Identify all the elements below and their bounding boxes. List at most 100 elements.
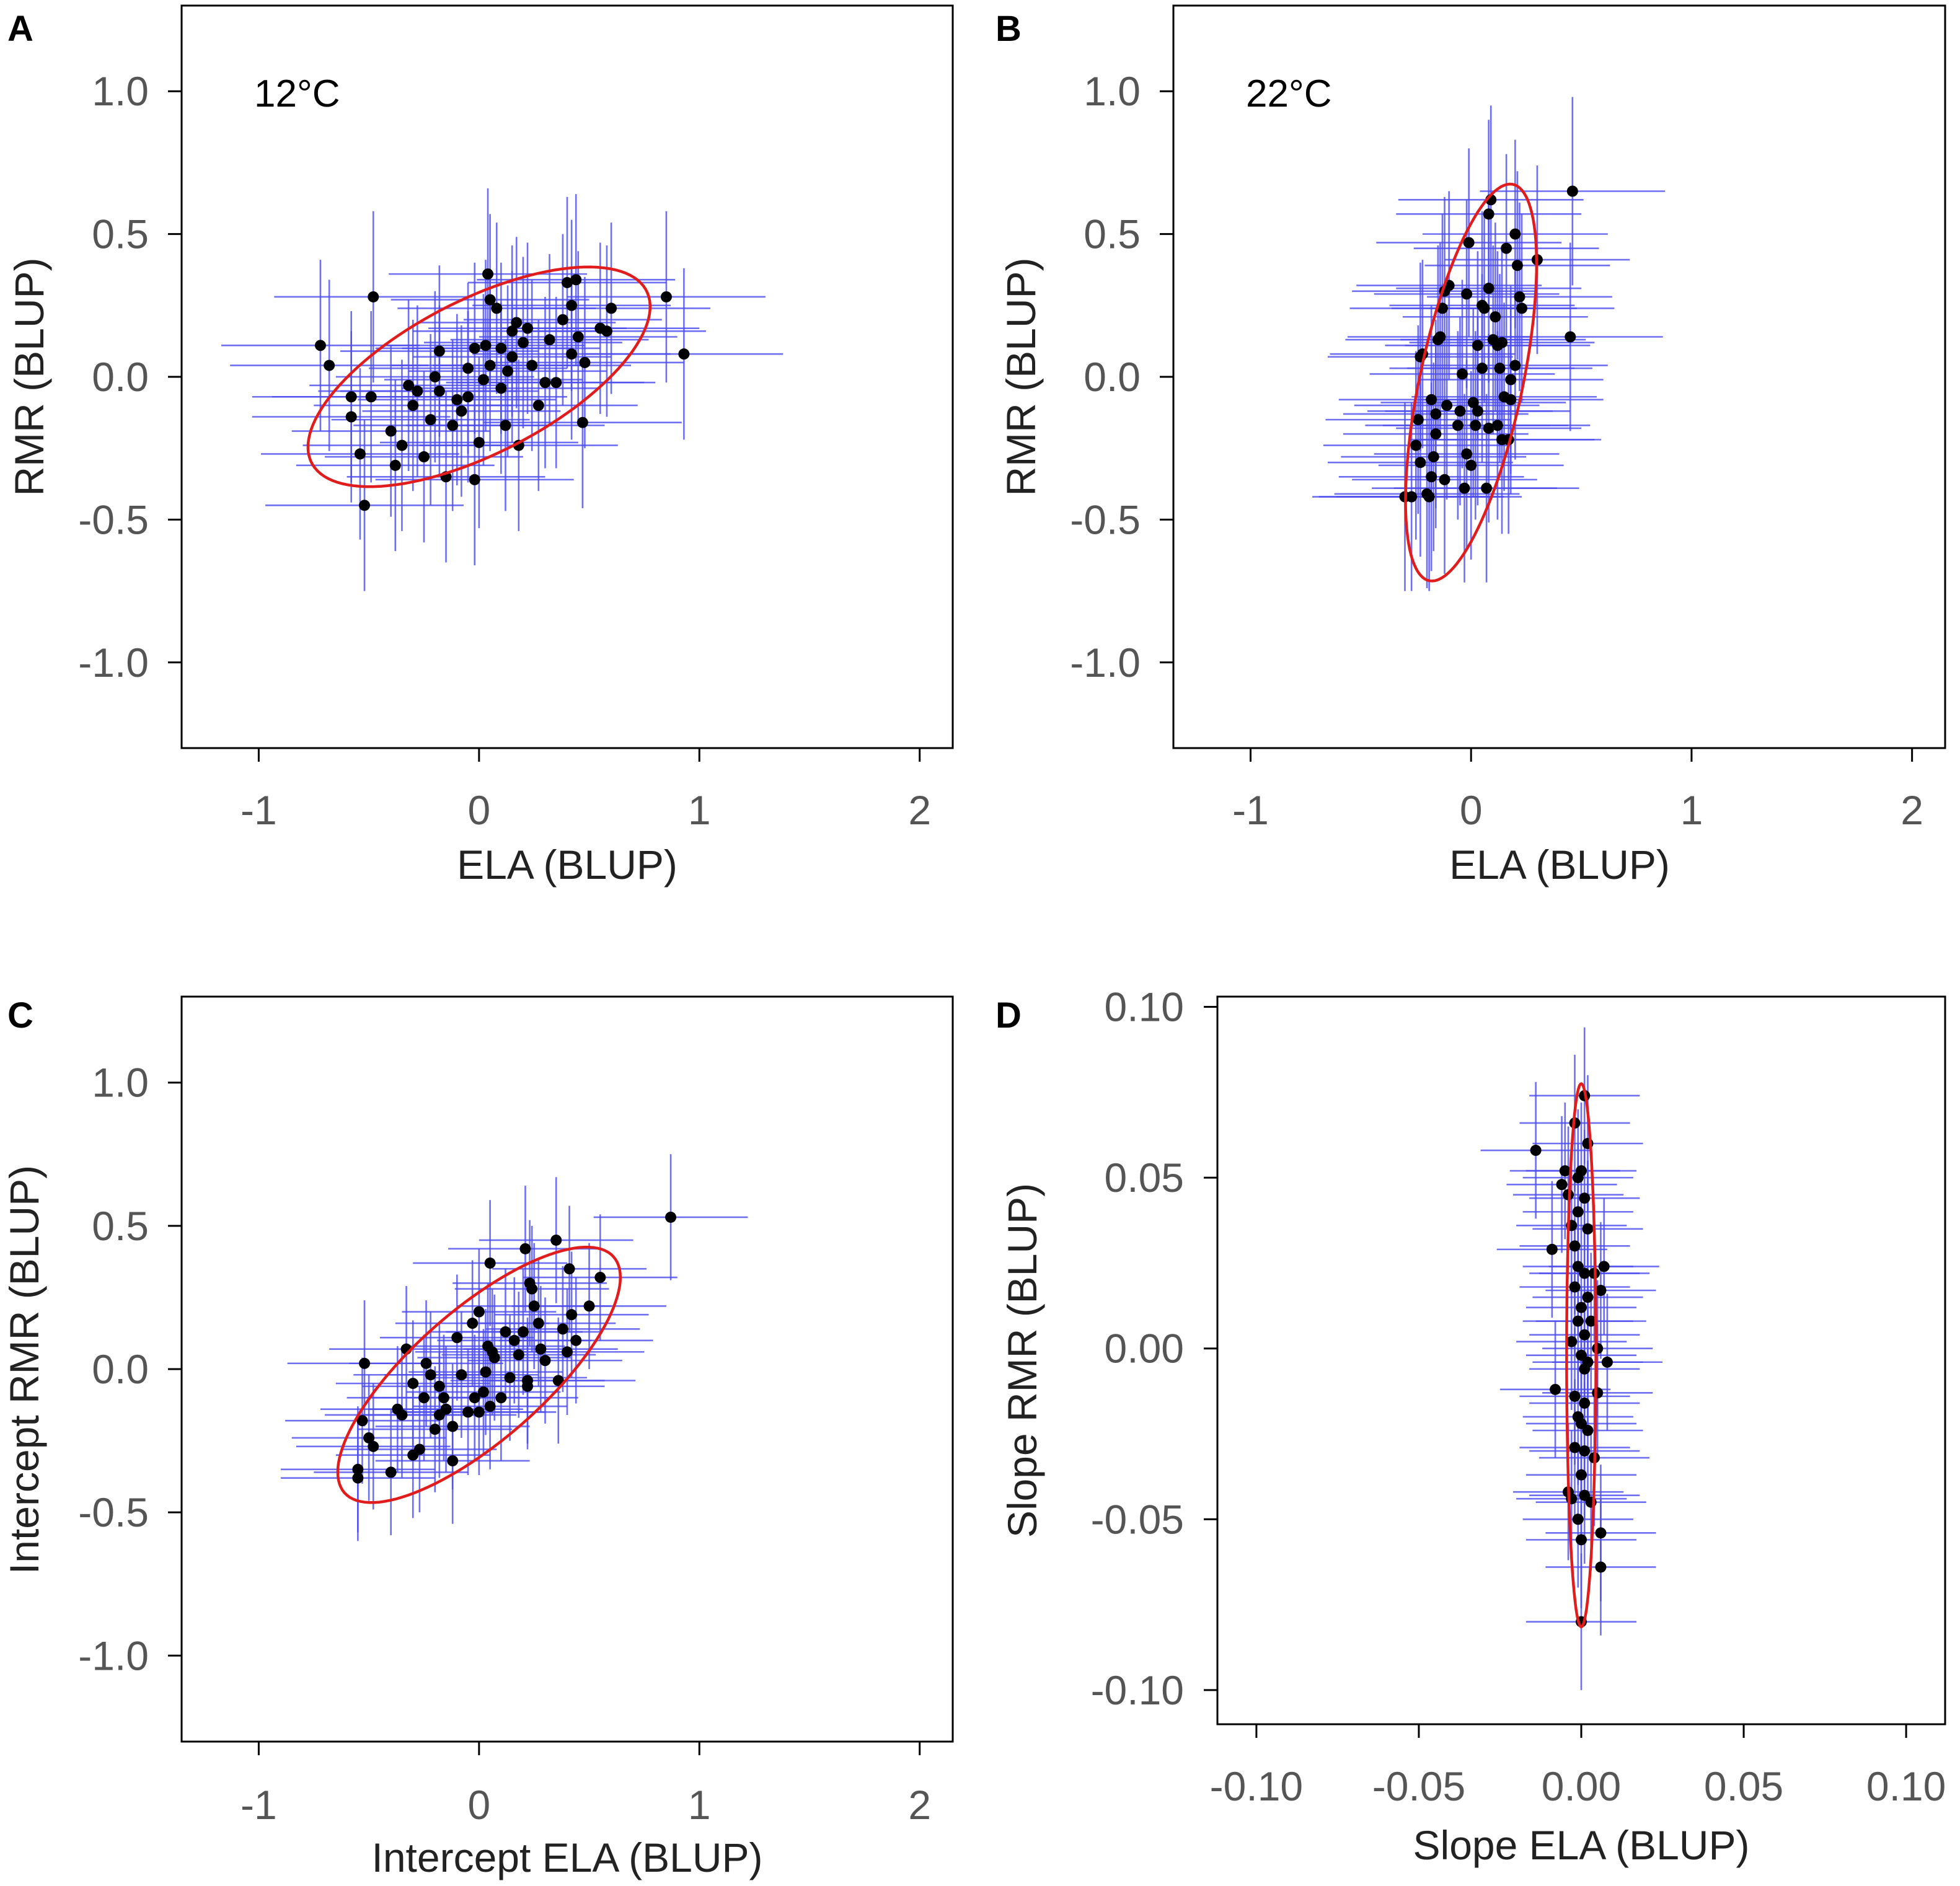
x-tick-label: -1	[241, 787, 277, 833]
y-tick-label: 0.05	[1105, 1155, 1184, 1201]
data-point	[594, 1272, 606, 1284]
y-tick-label: 0.0	[1084, 354, 1141, 400]
data-point	[1436, 302, 1448, 314]
data-point	[508, 1334, 520, 1346]
y-tick-label: -0.10	[1091, 1667, 1184, 1713]
x-tick-label: 0	[467, 787, 490, 833]
data-point	[1585, 1315, 1597, 1327]
data-point	[500, 420, 511, 431]
data-point	[1467, 397, 1479, 408]
data-point	[345, 411, 357, 423]
data-point	[352, 1472, 364, 1484]
panel-d: D Slope ELA (BLUP) Slope RMR (BLUP) -0.1…	[995, 984, 1946, 1868]
data-point	[451, 394, 463, 405]
data-point	[1565, 331, 1576, 343]
data-point	[473, 1406, 485, 1418]
y-tick-label: 1.0	[92, 68, 149, 114]
data-point	[469, 1392, 480, 1404]
data-point	[447, 1455, 459, 1466]
data-point	[526, 1283, 538, 1295]
data-point	[1579, 1397, 1591, 1409]
data-point	[1592, 1342, 1604, 1354]
x-tick-label: 1	[688, 787, 711, 833]
data-point	[539, 377, 551, 389]
data-point	[477, 374, 489, 386]
data-point	[1550, 1383, 1561, 1395]
data-point	[1601, 1356, 1613, 1368]
data-point	[570, 274, 582, 286]
data-point	[539, 1355, 551, 1367]
data-point	[552, 1375, 564, 1386]
data-point	[1579, 1329, 1591, 1341]
data-point	[1511, 260, 1523, 271]
y-axis-label: RMR (BLUP)	[6, 257, 52, 496]
data-point	[1423, 491, 1435, 503]
data-point	[484, 1401, 496, 1412]
data-point	[462, 1406, 474, 1418]
data-point	[1441, 400, 1453, 412]
data-point	[433, 1380, 445, 1392]
data-point	[473, 436, 485, 448]
y-tick-label: 0.0	[92, 1346, 149, 1392]
data-point	[469, 474, 480, 485]
data-point	[1579, 1445, 1591, 1457]
data-point	[1572, 1514, 1584, 1525]
data-point	[1430, 408, 1442, 420]
data-point	[1459, 482, 1470, 494]
data-point	[1579, 1267, 1591, 1279]
data-point	[1569, 1281, 1581, 1293]
data-point	[1461, 288, 1473, 300]
data-point	[678, 348, 690, 360]
data-point	[480, 340, 492, 351]
data-point	[407, 1378, 419, 1390]
data-point	[557, 314, 568, 325]
data-point	[1426, 394, 1437, 405]
x-tick-label: 0.10	[1866, 1763, 1946, 1809]
data-point	[1505, 374, 1517, 386]
data-point	[462, 363, 474, 374]
data-point	[1481, 482, 1493, 494]
x-tick-label: 2	[908, 1782, 931, 1828]
data-point	[385, 1466, 397, 1478]
x-tick-label: 0.05	[1704, 1763, 1783, 1809]
data-point	[477, 1386, 489, 1398]
data-point	[451, 1332, 463, 1344]
data-point	[500, 1326, 511, 1337]
data-point	[1569, 1240, 1581, 1252]
data-point	[513, 1349, 524, 1360]
data-point	[368, 1440, 379, 1452]
x-axis-label: Intercept ELA (BLUP)	[372, 1835, 763, 1880]
data-point	[570, 1334, 582, 1346]
x-tick-label: 0	[1460, 787, 1483, 833]
data-point	[517, 337, 529, 348]
data-point	[418, 451, 430, 463]
y-tick-label: -1.0	[78, 640, 149, 685]
data-point	[566, 299, 578, 311]
panel-b: B 22°C ELA (BLUP) RMR (BLUP) -1 0 1 2 -1.0 -0…	[995, 4, 1946, 888]
data-point	[526, 359, 538, 371]
data-point	[488, 1352, 500, 1364]
y-tick-label: 0.5	[92, 1203, 149, 1249]
y-tick-label: -0.5	[78, 1489, 149, 1535]
error-bars-layer	[1312, 97, 1666, 591]
data-point	[562, 1346, 573, 1358]
data-point	[504, 1372, 516, 1383]
panel-a: A 12°C ELA (BLUP) RMR (BLUP) -1 0 1 2 -1.0 -0…	[6, 4, 954, 888]
data-point	[429, 1424, 441, 1435]
points-layer	[1399, 185, 1578, 503]
y-tick-label: -1.0	[1070, 640, 1141, 685]
data-point	[484, 294, 496, 306]
data-point	[566, 348, 578, 360]
data-point	[482, 268, 494, 280]
data-point	[583, 1300, 595, 1312]
temperature-annotation: 12°C	[254, 73, 340, 115]
data-point	[557, 1323, 568, 1335]
data-point	[491, 302, 503, 314]
data-point	[1491, 420, 1503, 431]
data-point	[550, 377, 562, 389]
plot-frame	[180, 4, 954, 749]
data-point	[345, 391, 357, 403]
data-point	[532, 400, 544, 412]
data-point	[368, 291, 379, 302]
